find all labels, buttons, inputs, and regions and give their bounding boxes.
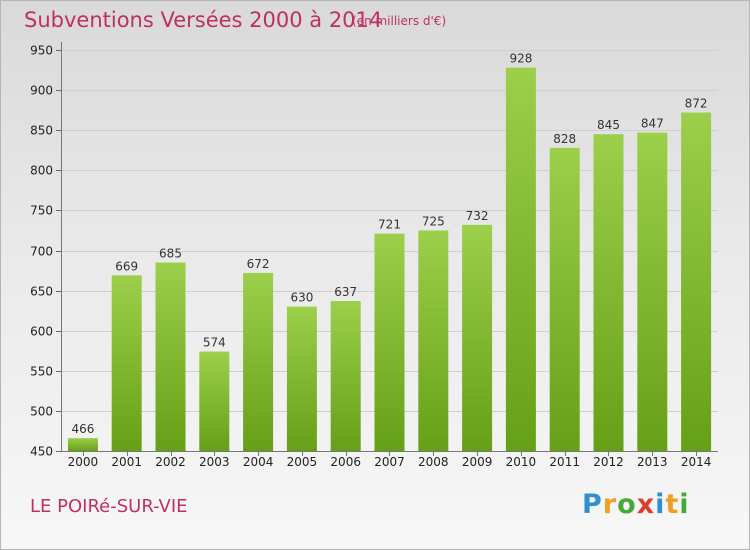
x-tick-label: 2002 [155,455,186,469]
value-label-2000: 466 [71,422,94,436]
x-tick-label: 2005 [287,455,318,469]
bar-2002 [155,262,186,451]
y-tick-label: 850 [30,124,53,138]
x-tick-label: 2010 [506,455,537,469]
x-tick-label: 2011 [549,455,580,469]
bar-2013 [637,132,668,451]
bar-2001 [111,275,142,451]
y-tick-label: 500 [30,405,53,419]
bar-2009 [462,224,493,451]
bar-2000 [67,438,98,451]
y-tick-label: 550 [30,365,53,379]
y-tick-label: 450 [30,445,53,459]
x-tick-label: 2014 [681,455,712,469]
x-tick-label: 2001 [111,455,142,469]
y-tick-label: 700 [30,245,53,259]
value-label-2012: 845 [597,118,620,132]
value-label-2002: 685 [159,247,182,261]
proxiti-logo[interactable]: Proxiti [582,489,690,520]
x-tick-label: 2008 [418,455,449,469]
bar-2005 [286,306,317,451]
bar-2007 [374,233,405,451]
value-label-2011: 828 [553,132,576,146]
x-tick-label: 2012 [593,455,624,469]
value-label-2003: 574 [203,336,226,350]
unit-note: (en milliers d'€) [352,14,447,28]
x-tick-label: 2009 [462,455,493,469]
value-label-2013: 847 [641,117,664,131]
x-tick-label: 2004 [243,455,274,469]
value-label-2010: 928 [509,52,532,66]
y-tick-label: 650 [30,285,53,299]
value-label-2006: 637 [334,285,357,299]
bar-2014 [681,112,712,451]
x-tick-label: 2013 [637,455,668,469]
value-label-2005: 630 [290,291,313,305]
value-label-2004: 672 [247,257,270,271]
value-label-2001: 669 [115,259,138,273]
y-tick-label: 800 [30,164,53,178]
value-label-2007: 721 [378,218,401,232]
value-label-2009: 732 [466,209,489,223]
bar-2012 [593,134,624,451]
bar-2011 [549,147,580,451]
y-tick-label: 750 [30,204,53,218]
chart-title: Subventions Versées 2000 à 2014 [24,8,383,32]
value-label-2014: 872 [685,97,708,111]
x-tick-label: 2000 [68,455,99,469]
value-label-2008: 725 [422,214,445,228]
y-tick-label: 600 [30,325,53,339]
bar-2006 [330,301,361,451]
y-tick-label: 950 [30,44,53,58]
bar-2010 [505,67,536,452]
x-tick-label: 2003 [199,455,230,469]
x-tick-label: 2006 [330,455,361,469]
x-tick-label: 2007 [374,455,405,469]
bar-2003 [199,351,230,451]
y-tick-label: 900 [30,84,53,98]
commune-name: LE POIRé-SUR-VIE [30,496,188,517]
bar-2004 [243,272,274,451]
bar-2008 [418,230,449,451]
